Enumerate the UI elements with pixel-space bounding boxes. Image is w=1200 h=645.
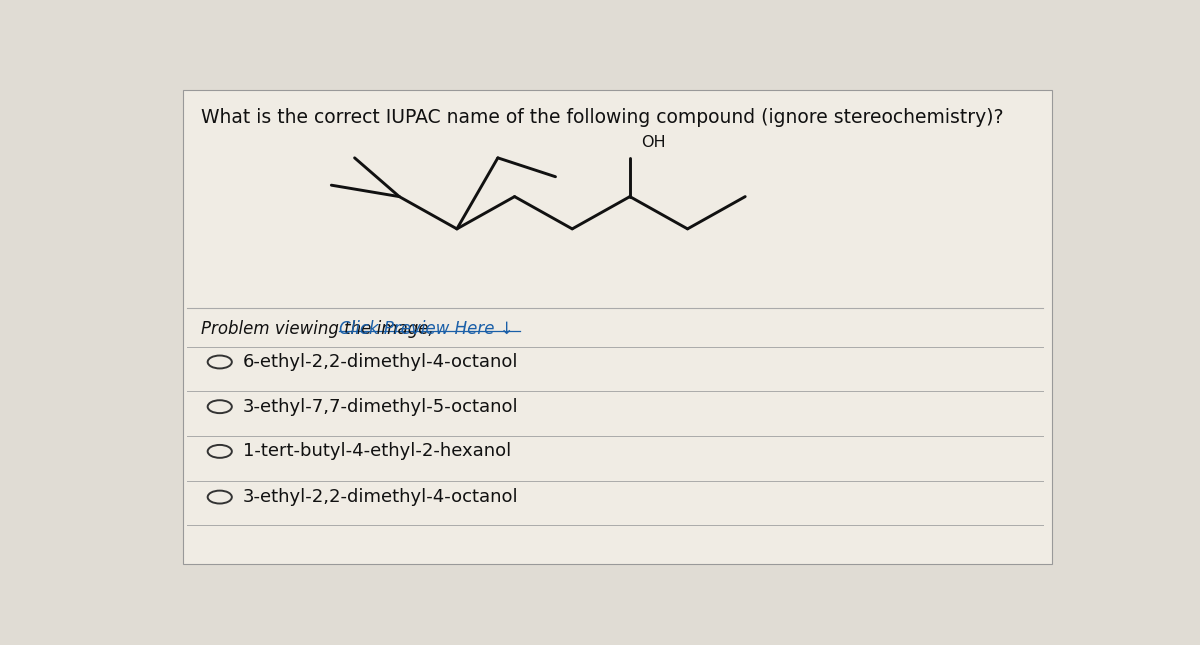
Text: 1-tert-butyl-4-ethyl-2-hexanol: 1-tert-butyl-4-ethyl-2-hexanol: [242, 442, 511, 461]
Text: 3-ethyl-7,7-dimethyl-5-octanol: 3-ethyl-7,7-dimethyl-5-octanol: [242, 398, 518, 415]
FancyBboxPatch shape: [182, 90, 1052, 564]
Text: What is the correct IUPAC name of the following compound (ignore stereochemistry: What is the correct IUPAC name of the fo…: [202, 108, 1003, 127]
Text: Click Preview Here ↓: Click Preview Here ↓: [338, 320, 514, 338]
Text: OH: OH: [641, 135, 666, 150]
Text: 6-ethyl-2,2-dimethyl-4-octanol: 6-ethyl-2,2-dimethyl-4-octanol: [242, 353, 518, 371]
Text: Problem viewing the image,: Problem viewing the image,: [202, 320, 439, 338]
Text: 3-ethyl-2,2-dimethyl-4-octanol: 3-ethyl-2,2-dimethyl-4-octanol: [242, 488, 518, 506]
